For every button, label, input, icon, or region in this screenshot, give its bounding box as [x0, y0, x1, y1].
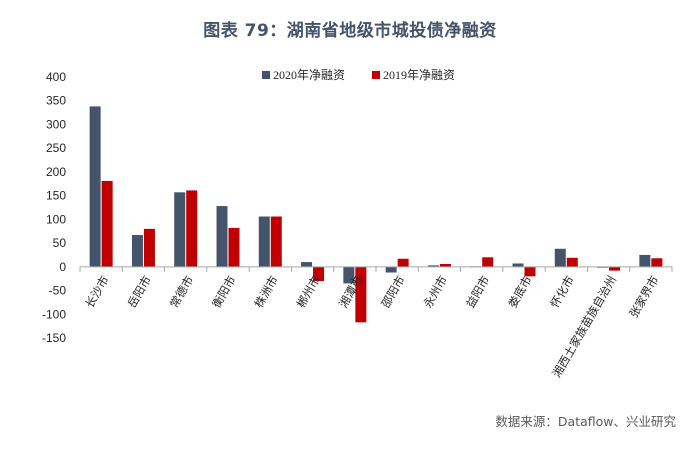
x-category-label: 衡阳市: [209, 273, 238, 310]
x-category-label: 岳阳市: [125, 273, 154, 310]
bar-2019: [186, 190, 198, 267]
bar-2019: [313, 266, 325, 282]
bar-2019: [566, 257, 578, 267]
chart-title: 图表 79：湖南省地级市城投债净融资: [203, 21, 497, 41]
bar-2020: [343, 266, 355, 284]
x-category-label: 长沙市: [82, 273, 111, 310]
y-tick-label: -50: [49, 284, 67, 298]
x-category-label: 邵阳市: [378, 273, 407, 310]
x-axis: 长沙市 岳阳市 常德市 衡阳市 株洲市 郴州市 湘潭市 邵阳市 永州市 益阳市 娄底市 怀化市湘西土家…: [79, 266, 673, 380]
y-tick-label: 350: [46, 94, 66, 108]
bar-2019: [101, 180, 113, 267]
bar-2020: [554, 248, 566, 267]
bar-2019: [143, 228, 155, 267]
y-axis: -150 -100 -50 0 50 100 150 200 250 300 350 400: [42, 70, 66, 345]
bar-2019: [228, 227, 240, 267]
bar-2020: [216, 206, 228, 267]
y-tick-label: 300: [46, 117, 66, 131]
x-category-label: 张家界市: [626, 273, 661, 320]
x-category-label: 永州市: [421, 273, 450, 310]
bar-2020: [301, 262, 313, 267]
bars: [89, 106, 663, 323]
y-tick-label: 100: [46, 212, 66, 226]
legend: 2020年净融资 2019年净融资: [262, 68, 455, 82]
bar-2019: [397, 258, 409, 267]
bar-2020: [174, 192, 186, 267]
y-tick-label: 400: [46, 70, 66, 84]
bar-2020: [258, 216, 270, 267]
y-tick-label: -150: [42, 331, 66, 345]
y-tick-label: -100: [42, 307, 66, 321]
legend-label: 2019年净融资: [383, 68, 455, 82]
legend-swatch: [372, 71, 380, 79]
bar-2020: [89, 106, 101, 267]
y-tick-label: 50: [53, 236, 67, 250]
bar-2020: [385, 266, 397, 273]
bar-2019: [609, 266, 621, 271]
y-tick-label: 200: [46, 165, 66, 179]
legend-label: 2020年净融资: [273, 68, 345, 82]
bar-2019: [439, 263, 451, 267]
bar-2019: [482, 257, 494, 267]
bar-2019: [355, 266, 367, 323]
x-category-label: 郴州市: [294, 273, 323, 310]
x-category-label: 娄底市: [505, 273, 534, 310]
legend-swatch: [262, 71, 270, 79]
y-tick-label: 150: [46, 189, 66, 203]
x-category-label: 益阳市: [463, 273, 492, 310]
bar-2020: [427, 265, 439, 267]
bar-2019: [270, 216, 282, 267]
y-tick-label: 0: [59, 260, 66, 274]
bar-2019: [524, 266, 536, 277]
bar-2020: [512, 263, 524, 267]
x-category-label: 株洲市: [252, 273, 281, 310]
bar-2019: [651, 258, 663, 267]
x-category-label: 怀化市: [548, 273, 577, 310]
source-note: 数据来源：Dataflow、兴业研究: [495, 414, 676, 429]
bar-2020: [131, 235, 143, 267]
y-tick-label: 250: [46, 141, 66, 155]
bar-2020: [639, 254, 651, 267]
x-category-label: 常德市: [167, 273, 196, 310]
